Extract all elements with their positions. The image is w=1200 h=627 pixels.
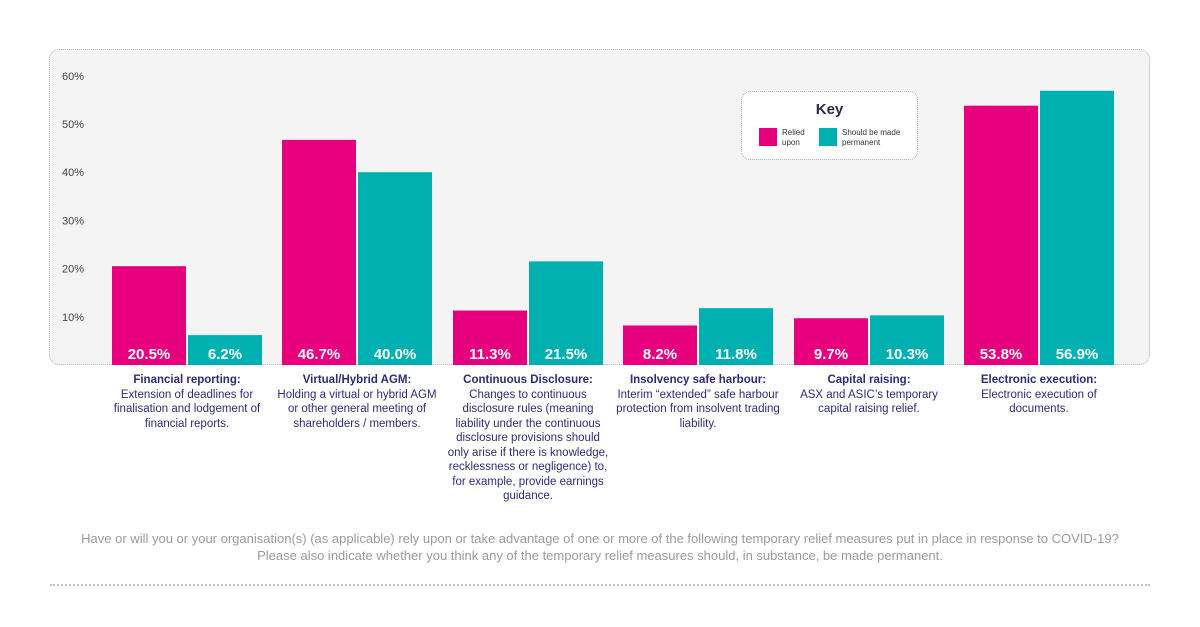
category-title: Continuous Disclosure: xyxy=(463,374,593,386)
legend-title: Key xyxy=(815,101,844,118)
bar-should-be-permanent xyxy=(1040,90,1114,365)
category-title: Capital raising: xyxy=(827,374,911,386)
bar-relied-upon xyxy=(453,310,527,365)
category-description: Electronic execution of documents. xyxy=(981,388,1097,416)
category-title: Financial reporting: xyxy=(133,374,241,386)
bar-value-label: 11.3% xyxy=(469,346,511,363)
category-label: Virtual/Hybrid AGM: Holding a virtual or … xyxy=(274,373,440,431)
y-tick-label: 30% xyxy=(62,215,84,227)
category-description: Interim “extended” safe harbour protecti… xyxy=(616,388,780,430)
bar-relied-upon xyxy=(623,325,697,365)
category-label: Insolvency safe harbour: Interim “extende… xyxy=(615,373,781,431)
bar-relied-upon xyxy=(794,318,868,365)
y-tick-label: 40% xyxy=(62,167,84,179)
y-tick-label: 60% xyxy=(62,71,84,83)
category-title: Virtual/Hybrid AGM: xyxy=(302,374,412,386)
category-label: Continuous Disclosure: Changes to continu… xyxy=(445,373,611,504)
bar-should-be-permanent xyxy=(188,335,262,365)
bar-should-be-permanent xyxy=(529,261,603,365)
y-tick-label: 20% xyxy=(62,264,84,276)
bar-value-label: 6.2% xyxy=(208,346,242,363)
category-title: Electronic execution: xyxy=(980,374,1098,386)
bar-value-label: 20.5% xyxy=(128,346,171,363)
bar-value-label: 11.8% xyxy=(715,346,757,363)
survey-question-caption: Have or will you or your organisation(s)… xyxy=(81,531,1119,563)
category-label: Capital raising: ASX and ASIC’s temporary… xyxy=(786,373,952,417)
category-description: Extension of deadlines for finalisation … xyxy=(113,388,261,430)
divider xyxy=(50,584,1150,586)
bar-should-be-permanent xyxy=(870,315,944,365)
bar-value-label: 56.9% xyxy=(1056,346,1099,363)
bar-value-label: 8.2% xyxy=(643,346,677,363)
y-tick-label: 50% xyxy=(62,119,84,131)
bar-relied-upon xyxy=(964,105,1038,366)
bar-should-be-permanent xyxy=(358,172,432,365)
legend-label-relied-upon: Relied upon xyxy=(782,128,805,147)
category-description: ASX and ASIC’s temporary capital raising… xyxy=(800,388,938,416)
bar-value-label: 10.3% xyxy=(886,346,929,363)
bar-relied-upon xyxy=(112,266,186,365)
bar-value-label: 40.0% xyxy=(374,346,417,363)
legend-label-should-be-permanent: Should be made permanent xyxy=(842,128,901,147)
bar-should-be-permanent xyxy=(699,308,773,365)
category-label: Financial reporting: Extension of deadlin… xyxy=(104,373,270,431)
category-title: Insolvency safe harbour: xyxy=(629,374,767,386)
bar-value-label: 53.8% xyxy=(980,346,1023,363)
category-description: Changes to continuous disclosure rules (… xyxy=(447,388,609,503)
y-tick-label: 10% xyxy=(62,312,84,324)
category-label: Electronic execution: Electronic executio… xyxy=(956,373,1122,417)
bar-value-label: 21.5% xyxy=(545,346,588,363)
bar-value-label: 46.7% xyxy=(298,346,341,363)
bar-relied-upon xyxy=(282,139,356,365)
bar-value-label: 9.7% xyxy=(814,346,848,363)
legend: Key Relied upon Should be made permanent xyxy=(741,91,918,160)
legend-swatch-should-be-permanent xyxy=(819,128,837,146)
legend-swatch-relied-upon xyxy=(759,128,777,146)
category-description: Holding a virtual or hybrid AGM or other… xyxy=(277,388,437,430)
